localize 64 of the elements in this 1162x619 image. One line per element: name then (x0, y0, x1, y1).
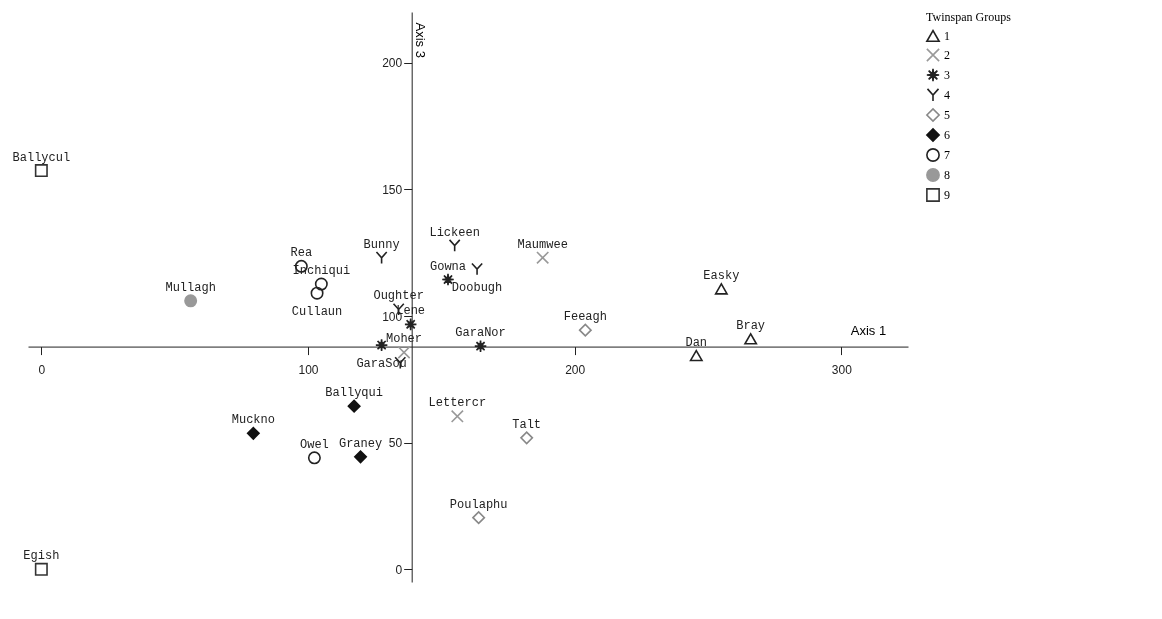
point (472, 511, 486, 525)
legend-label: 1 (944, 29, 950, 43)
point (347, 399, 361, 413)
annotation: GaraNor (455, 326, 506, 341)
x-tick-label: 0 (38, 363, 46, 378)
legend-label: 9 (944, 188, 950, 202)
x-tick-label: 100 (298, 363, 319, 378)
legend-label: 7 (944, 148, 950, 162)
x-tick-label: 200 (565, 363, 586, 378)
point (450, 409, 464, 423)
y-tick-label: 200 (382, 56, 403, 71)
legend-label: 4 (944, 88, 950, 102)
point (184, 294, 198, 308)
annotation: Owel (299, 437, 329, 452)
annotation: Easky (703, 268, 740, 283)
y-tick-label: 150 (382, 182, 403, 197)
annotation: Gowna (429, 259, 467, 274)
annotation: Talt (512, 417, 542, 432)
point (307, 451, 321, 465)
annotation: Mullagh (165, 280, 216, 295)
annotation: Cullaun (291, 305, 343, 320)
annotation: Inchiqui (292, 264, 351, 279)
annotation: Rea (290, 246, 313, 261)
annotation: Ballycul (12, 150, 71, 165)
point (578, 323, 592, 337)
annotation: Poulaphu (449, 497, 508, 512)
point (471, 262, 483, 276)
point (536, 251, 550, 265)
point (314, 277, 328, 291)
annotation: Bunny (363, 237, 400, 252)
y-tick-label: 0 (395, 562, 403, 577)
annotation: Maumwee (517, 237, 568, 252)
y-axis-title: Axis 3 (413, 22, 429, 58)
x-tick-label: 300 (831, 363, 853, 378)
legend-title: Twinspan Groups (926, 10, 1012, 24)
point (520, 431, 534, 445)
annotation: Muckno (231, 413, 275, 428)
point (689, 349, 703, 362)
annotation: Lettercr (428, 396, 487, 411)
point (714, 283, 728, 295)
point (397, 345, 411, 359)
point (34, 562, 48, 576)
annotation: Ballyqui (325, 386, 383, 401)
x-axis-title: Axis 1 (850, 323, 887, 339)
point (310, 286, 324, 300)
annotation: Egish (23, 549, 60, 564)
point (448, 239, 461, 253)
legend-label: 6 (944, 128, 950, 142)
annotation: Lickeen (429, 225, 480, 240)
legend-label: 8 (944, 168, 950, 182)
legend-label: 3 (944, 68, 950, 82)
annotation: Dan (685, 335, 708, 350)
point (354, 450, 368, 464)
point (375, 251, 388, 265)
annotation: Feeagh (563, 310, 607, 325)
legend-label: 2 (944, 48, 950, 62)
y-tick-label: 50 (388, 436, 403, 451)
point (34, 164, 48, 178)
annotation: Doobugh (451, 281, 503, 296)
point (246, 426, 260, 440)
annotation: Graney (338, 436, 383, 451)
annotation: Bray (736, 318, 766, 333)
legend-label: 5 (944, 108, 950, 122)
point (744, 333, 758, 345)
